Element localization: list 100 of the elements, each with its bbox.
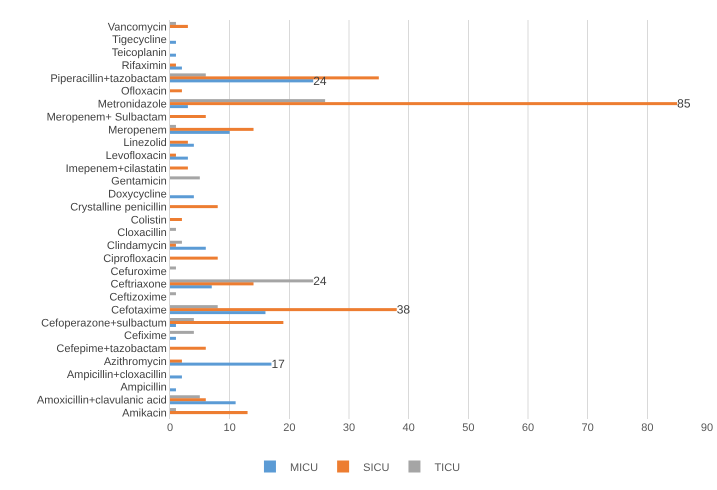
bar (170, 336, 176, 340)
bar (170, 130, 230, 134)
bar (170, 360, 182, 363)
bar (170, 102, 678, 106)
y-tick-label: Piperacillin+tazobactam (50, 72, 167, 85)
y-tick-label: Tigecycline (112, 34, 167, 46)
bar (170, 22, 176, 25)
y-tick-label: Imepenem+cilastatin (66, 162, 167, 175)
bar (170, 176, 200, 180)
y-tick-label: Colistin (130, 214, 167, 226)
bar (170, 154, 176, 157)
y-tick-label: Meropenem+ Sulbactam (46, 111, 167, 124)
bar (170, 40, 176, 44)
y-tick-label: Cefotaxime (111, 304, 167, 316)
bar (170, 246, 206, 250)
bar (170, 324, 176, 327)
y-tick-label: Rifaximin (122, 60, 167, 72)
data-label: 24 (313, 274, 327, 288)
bar (170, 115, 206, 118)
bar (170, 305, 218, 308)
bar (170, 73, 206, 76)
bar (170, 54, 176, 57)
y-tick-label: Ampicillin (120, 382, 167, 394)
bar (170, 79, 314, 82)
x-tick-label: 70 (582, 422, 594, 434)
bar (170, 285, 212, 288)
bar (170, 395, 200, 398)
legend-label: TICU (434, 462, 460, 474)
y-tick-label: Ampicillin+cloxacillin (66, 368, 167, 381)
y-tick-label: Cefepime+tazobactam (56, 343, 167, 356)
bar (170, 218, 182, 221)
bar (170, 244, 176, 247)
x-tick-label: 80 (641, 422, 654, 434)
x-tick-label: 30 (342, 422, 356, 434)
x-tick-label: 50 (462, 422, 474, 434)
data-label: 85 (677, 96, 691, 111)
bar (170, 408, 176, 412)
bar (170, 99, 326, 102)
y-tick-label: Ciprofloxacin (103, 252, 167, 265)
y-tick-label: Metronidazole (98, 98, 167, 111)
x-tick-label: 90 (700, 422, 714, 434)
bar (170, 292, 176, 296)
bar (170, 140, 188, 144)
data-label: 38 (396, 302, 410, 317)
y-tick-label: Cefuroxime (110, 266, 167, 278)
y-tick-label: Cefixime (124, 330, 167, 342)
bar (170, 64, 176, 67)
bar (170, 105, 188, 108)
y-tick-label: Amoxicillin+clavulanic acid (36, 394, 167, 407)
y-tick-label: Linezolid (123, 137, 167, 150)
y-tick-label: Teicoplanin (112, 47, 167, 60)
bar (170, 318, 194, 321)
y-tick-label: Gentamicin (111, 176, 167, 188)
x-tick-label: 0 (166, 422, 174, 434)
bar (170, 375, 182, 378)
bar (170, 240, 182, 244)
y-tick-label: Meropenem (108, 124, 167, 136)
bar (170, 124, 176, 128)
legend-label: SICU (363, 462, 390, 474)
y-tick-label: Clindamycin (106, 240, 167, 252)
y-tick-label: Ofloxacin (120, 86, 167, 98)
y-tick-label: Vancomycin (108, 21, 167, 34)
bar (170, 362, 272, 366)
y-tick-label: Ceftriaxone (110, 278, 167, 291)
bar (170, 24, 188, 28)
bar (170, 156, 188, 160)
y-tick-label: Doxycycline (108, 188, 167, 201)
y-tick-label: Ceftizoxime (109, 292, 167, 304)
bar (170, 282, 254, 286)
y-tick-label: Amikacin (122, 407, 167, 420)
bar (170, 89, 182, 92)
bar (170, 128, 254, 131)
bar (170, 311, 266, 314)
x-tick-label: 20 (283, 422, 296, 434)
bar (170, 398, 206, 402)
y-tick-label: Cloxacillin (117, 227, 167, 240)
bar (170, 256, 218, 260)
x-tick-label: 40 (402, 422, 415, 434)
bar (170, 330, 194, 334)
legend-label: MICU (290, 462, 318, 474)
y-tick-label: Levofloxacin (106, 150, 167, 162)
bar (170, 388, 176, 392)
bar (170, 144, 194, 147)
bar (170, 228, 176, 231)
bar (170, 320, 284, 324)
bar (170, 401, 236, 404)
bar (170, 195, 194, 198)
bar (170, 166, 188, 170)
bar (170, 346, 206, 350)
bar (170, 205, 218, 208)
y-tick-label: Cefoperazone+sulbactum (41, 317, 167, 330)
data-label: 17 (271, 357, 286, 372)
bar (170, 66, 182, 70)
bar (170, 411, 248, 414)
y-tick-label: Azithromycin (104, 356, 167, 368)
bar (170, 279, 314, 282)
bar (170, 308, 397, 312)
y-tick-label: Crystalline penicillin (70, 201, 167, 214)
bar (170, 266, 176, 270)
x-tick-label: 10 (224, 422, 236, 434)
